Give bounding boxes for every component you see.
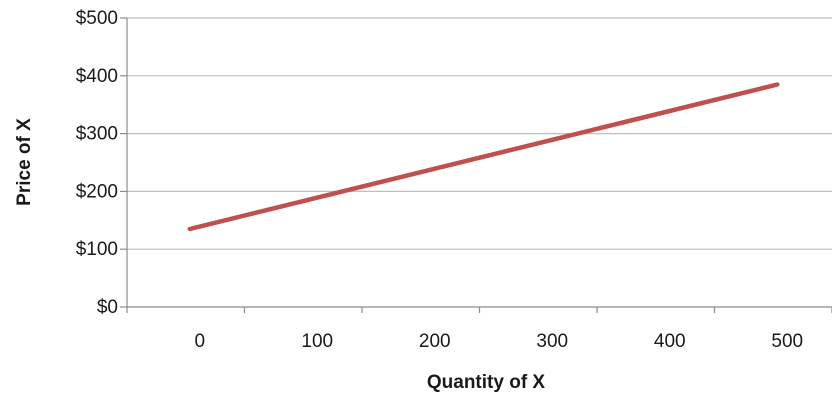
x-tick-label: 300 xyxy=(536,331,568,352)
y-tick-label: $100 xyxy=(76,239,118,260)
y-tick-label: $0 xyxy=(97,297,118,318)
x-tick-label: 400 xyxy=(654,331,686,352)
y-axis-ticks xyxy=(120,17,127,308)
y-axis-title: Price of X xyxy=(14,118,35,206)
x-tick-label: 0 xyxy=(194,331,205,352)
x-tick-label: 500 xyxy=(771,331,803,352)
x-axis-ticks xyxy=(126,307,832,313)
series-line xyxy=(187,82,780,232)
y-tick-label: $400 xyxy=(76,66,118,87)
x-tick-label: 200 xyxy=(419,331,451,352)
x-axis-title: Quantity of X xyxy=(427,372,546,393)
gridlines xyxy=(127,17,832,250)
series-layer xyxy=(187,82,780,232)
y-tick-label: $200 xyxy=(76,181,118,202)
x-tick-labels: 0 100 200 300 400 500 xyxy=(194,331,803,352)
y-tick-label: $300 xyxy=(76,124,118,145)
x-tick-label: 100 xyxy=(301,331,333,352)
y-tick-label: $500 xyxy=(76,8,118,29)
y-tick-labels: $0 $100 $200 $300 $400 $500 xyxy=(76,8,118,318)
